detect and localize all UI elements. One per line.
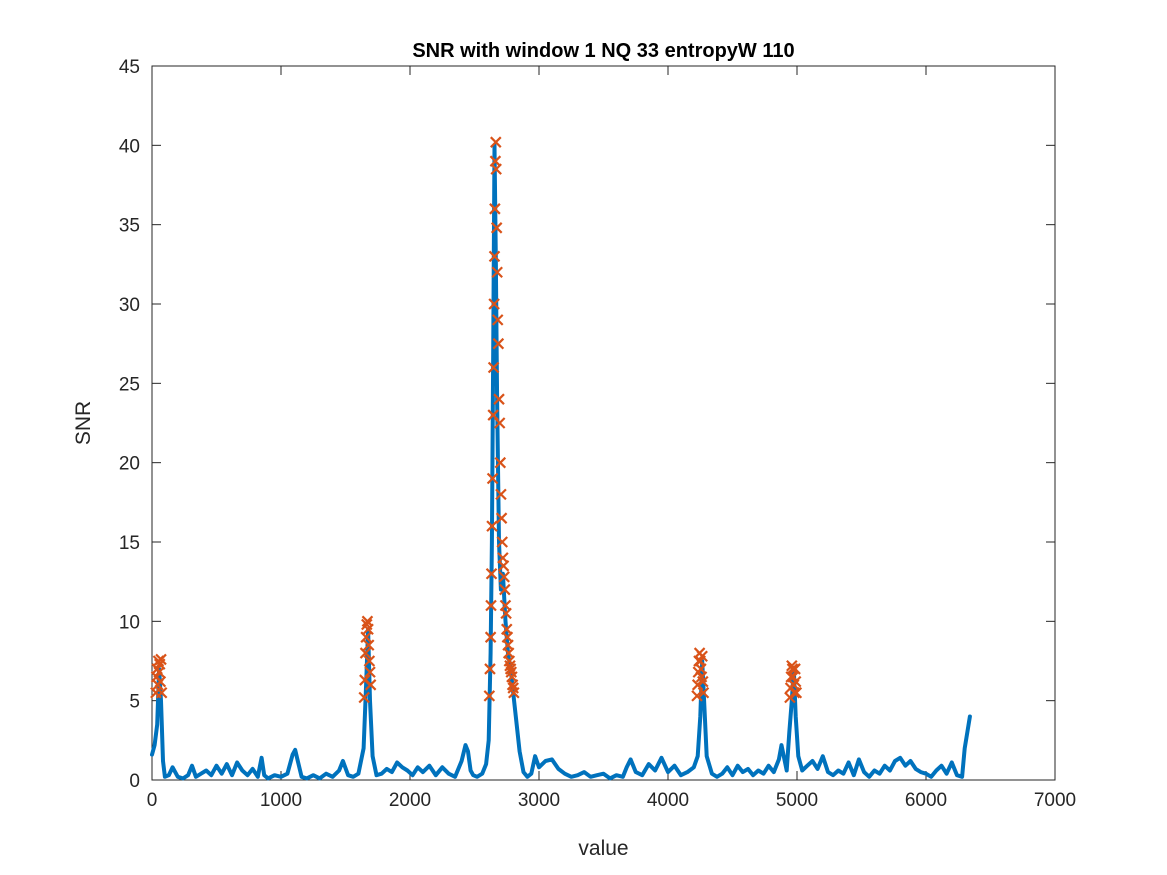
peak-marker [154,675,167,688]
peak-marker [691,690,703,702]
peak-marker [155,686,168,699]
peak-marker [362,639,375,651]
plot-area: 0 1000 2000 3000 4000 5000 6000 7000 0 5 10 15 20 25… [119,57,1076,811]
peak-marker [364,679,377,691]
y-tick-label: 25 [119,374,140,395]
peak-marker [483,690,496,702]
peak-marker [493,417,506,429]
peak-marker [697,675,709,688]
y-tick-label: 10 [119,612,140,633]
peak-marker [362,623,374,636]
peak-marker [495,512,508,524]
peak-marker [500,607,512,620]
y-tick-label: 40 [119,136,140,157]
x-axis-ticks: 0 1000 2000 3000 4000 5000 6000 7000 [147,66,1076,811]
peak-marker [499,583,511,596]
x-tick-label: 0 [147,790,158,811]
series-layer [150,143,972,781]
y-tick-label: 5 [129,692,140,713]
x-tick-label: 4000 [647,790,689,811]
y-tick-label: 35 [119,216,140,237]
peak-marker [490,163,502,175]
peak-marker [485,599,497,612]
y-axis-ticks: 0 5 10 15 20 25 30 35 40 45 [119,57,1055,792]
peak-marker [484,631,497,643]
peak-marker [492,337,505,350]
y-tick-label: 0 [129,771,140,792]
x-tick-label: 5000 [776,790,818,811]
peak-marker [691,679,704,691]
peak-marker [358,691,370,704]
peak-marker [696,650,708,663]
peak-marker [494,456,507,469]
peak-marker [498,571,510,583]
x-tick-label: 7000 [1034,790,1076,811]
y-axis-label: SNR [72,401,95,445]
peak-marker [789,675,802,688]
peak-marker [359,647,372,659]
peak-marker [488,298,500,310]
chart-title: SNR with window 1 NQ 33 entropyW 110 [412,40,794,62]
peak-marker [486,472,499,485]
x-tick-label: 1000 [260,790,302,811]
peak-marker [490,222,503,234]
peak-marker [363,655,376,667]
marker-layer [150,136,803,704]
x-tick-label: 6000 [905,790,947,811]
snr-line-series [150,143,972,781]
peak-marker [489,203,501,215]
peak-marker [491,314,504,326]
peak-marker [484,663,496,675]
y-tick-label: 15 [119,533,140,554]
y-tick-label: 30 [119,295,140,316]
peak-marker [491,266,503,279]
peak-marker [508,686,520,699]
peak-marker [493,393,505,405]
peak-marker [788,686,801,699]
peak-marker [490,136,502,148]
peak-marker [789,663,801,675]
y-tick-label: 20 [119,454,140,475]
peak-marker [485,567,498,580]
peak-marker [497,560,510,572]
peak-marker [488,250,501,263]
peak-marker [486,520,498,532]
y-tick-label: 45 [119,57,140,78]
x-axis-label: value [578,837,628,860]
peak-marker [495,488,507,501]
peak-marker [790,686,803,699]
x-tick-label: 2000 [389,790,431,811]
peak-marker [496,536,509,548]
x-tick-label: 3000 [518,790,560,811]
peak-marker [487,361,500,374]
axes-box [151,65,1056,781]
peak-marker [697,686,710,699]
peak-marker [364,666,376,678]
peak-marker [155,653,167,666]
